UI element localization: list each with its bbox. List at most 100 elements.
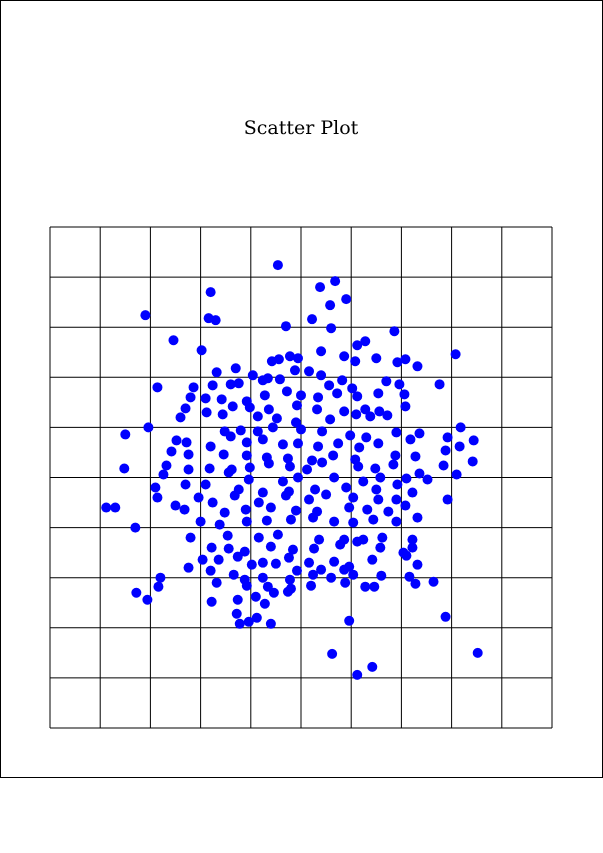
point [272,260,283,271]
point [376,570,387,581]
point [370,463,381,474]
point [101,502,112,513]
point [308,569,319,580]
point [340,577,351,588]
point [197,554,208,565]
point [392,357,403,368]
point [351,409,362,420]
point [229,490,240,501]
point [304,366,315,377]
point [231,608,242,619]
point [442,494,453,505]
point [252,411,263,422]
point [310,484,321,495]
point [374,406,385,417]
point [314,534,325,545]
point [414,468,425,479]
point [181,437,192,448]
point [400,500,411,511]
point [206,596,217,607]
point [287,544,298,555]
point [241,450,252,461]
point [451,469,462,480]
point [367,554,378,565]
point [313,441,324,452]
point [401,550,412,561]
point [407,542,418,553]
point [180,403,191,414]
point [352,536,363,547]
point [142,594,153,605]
point [284,574,295,585]
point [268,587,279,598]
point [326,323,337,334]
point [253,532,264,543]
point [210,315,221,326]
point [307,455,318,466]
point [284,351,295,362]
point [200,393,211,404]
point [434,379,445,390]
point [291,565,302,576]
point [368,514,379,525]
point [455,422,466,433]
point [325,414,336,425]
point [257,375,268,386]
point [304,494,315,505]
point [341,294,352,305]
point [251,612,262,623]
point [281,386,292,397]
point [227,401,238,412]
point [407,487,418,498]
point [120,429,131,440]
point [422,474,433,485]
point [131,587,142,598]
point [399,389,410,400]
point [289,365,300,376]
point [259,390,270,401]
point [365,411,376,422]
point [339,406,350,417]
point [375,542,386,553]
point [213,554,224,565]
point [339,351,350,362]
point [308,512,319,523]
point [360,336,371,347]
point [265,502,276,513]
point [325,300,336,311]
point [274,374,285,385]
point [341,482,352,493]
point [316,346,327,357]
point [201,407,212,418]
point [170,500,181,511]
point [373,494,384,505]
point [333,438,344,449]
point [153,581,164,592]
point [348,492,359,503]
point [292,353,303,364]
point [241,437,252,448]
point [400,354,411,365]
point [280,321,291,332]
point [175,412,186,423]
point [267,422,278,433]
point [225,379,236,390]
point [140,310,151,321]
point [412,361,423,372]
point [270,558,281,569]
point [440,445,451,456]
point [195,516,206,527]
point [358,476,369,487]
point [353,461,364,472]
point [225,431,236,442]
point [361,432,372,443]
point [152,382,163,393]
point [277,439,288,450]
point [382,410,393,421]
point [327,648,338,659]
point [373,438,384,449]
point [217,409,228,420]
point [296,424,306,435]
point [316,370,327,381]
point [335,539,346,550]
